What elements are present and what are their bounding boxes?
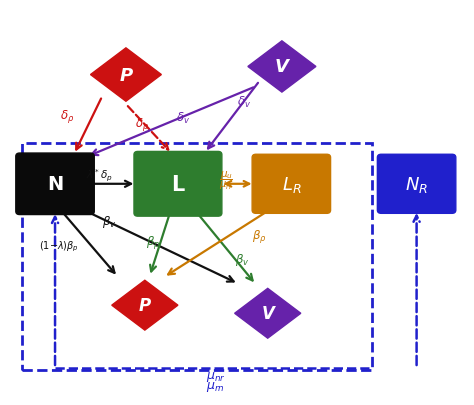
- Text: N: N: [47, 175, 63, 194]
- Polygon shape: [235, 289, 301, 338]
- Text: $N_{R}$: $N_{R}$: [405, 175, 428, 194]
- Text: $\beta_v$: $\beta_v$: [102, 213, 117, 230]
- Text: L: L: [171, 175, 184, 194]
- Text: $\mu_{rn}$: $\mu_{rn}$: [206, 379, 225, 393]
- FancyBboxPatch shape: [252, 155, 330, 214]
- Text: $L_{R}$: $L_{R}$: [282, 175, 301, 194]
- Text: $(1{-}\lambda)\beta_p$: $(1{-}\lambda)\beta_p$: [39, 239, 79, 253]
- Text: $\delta_v$: $\delta_v$: [237, 95, 251, 110]
- FancyBboxPatch shape: [134, 152, 222, 217]
- FancyBboxPatch shape: [377, 155, 456, 214]
- Text: $\beta_v$: $\beta_v$: [235, 252, 249, 268]
- Polygon shape: [248, 42, 316, 93]
- Text: V: V: [275, 58, 289, 76]
- Text: $\beta_p$: $\beta_p$: [146, 233, 161, 250]
- Bar: [22, 144, 372, 370]
- Text: P: P: [119, 66, 133, 84]
- Text: $\mu_u$: $\mu_u$: [220, 169, 233, 181]
- Text: V: V: [261, 305, 274, 322]
- Text: $\delta_\rho$: $\delta_\rho$: [60, 107, 74, 124]
- Text: $\overline{\mu_{rl}}$: $\overline{\mu_{rl}}$: [219, 177, 232, 191]
- Text: $\delta_p$: $\delta_p$: [136, 116, 149, 133]
- Polygon shape: [91, 49, 161, 102]
- FancyBboxPatch shape: [16, 153, 94, 215]
- Text: P: P: [139, 296, 151, 314]
- Text: $\mu_{nr}$: $\mu_{nr}$: [206, 369, 226, 383]
- Text: $\delta_v$: $\delta_v$: [175, 110, 190, 125]
- Polygon shape: [112, 281, 178, 330]
- Text: $\lambda^*\delta_p$: $\lambda^*\delta_p$: [86, 168, 112, 184]
- Text: $\beta_\rho$: $\beta_\rho$: [252, 227, 267, 244]
